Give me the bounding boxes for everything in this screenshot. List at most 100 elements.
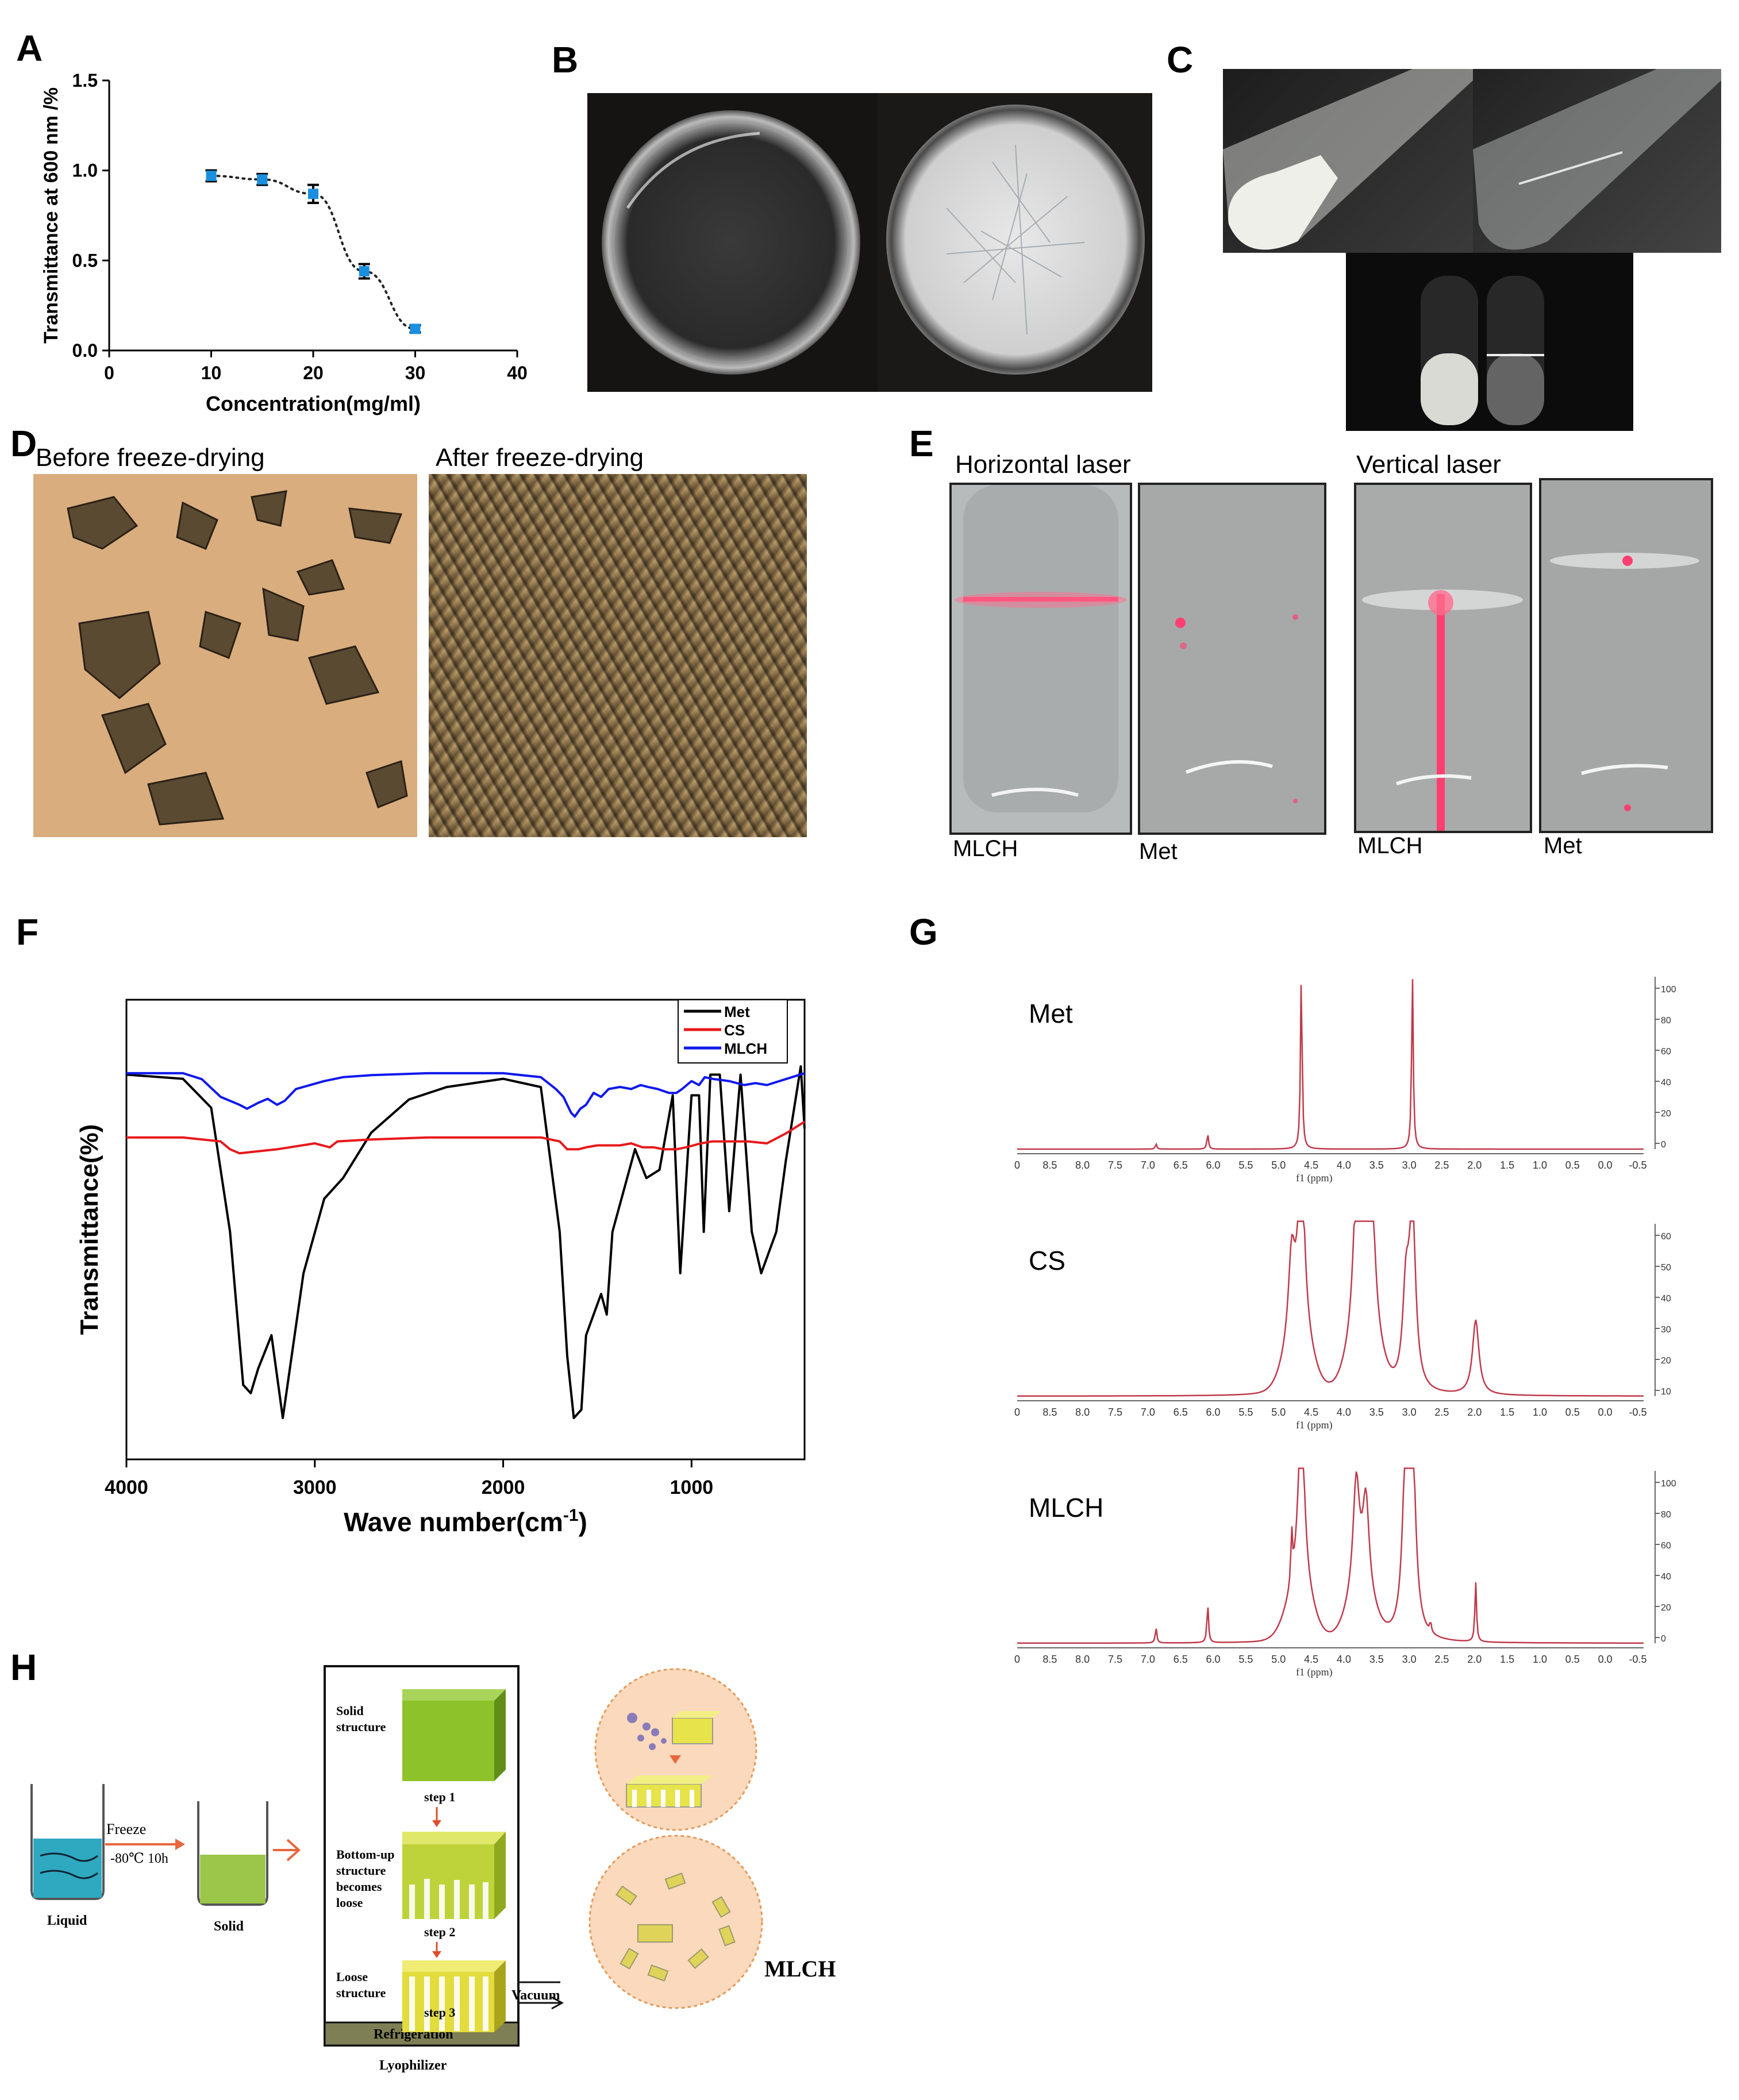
- x-tick-label: 0.0: [1598, 1654, 1613, 1665]
- y-tick-label: 0: [1661, 1140, 1666, 1150]
- before-freeze-drying-label: Before freeze-drying: [36, 444, 265, 472]
- x-tick-label: 5.5: [1238, 1159, 1253, 1171]
- y-tick-label: 40: [1661, 1572, 1671, 1582]
- x-tick-label: 4.0: [1337, 1654, 1351, 1665]
- freeze-arrow-head: [175, 1839, 185, 1850]
- panel-label-d: D: [10, 423, 37, 464]
- x-tick-label: 8.0: [1075, 1407, 1090, 1418]
- y-tick-label: 80: [1661, 1016, 1671, 1026]
- data-point: [257, 174, 268, 185]
- x-tick-label: 6.5: [1174, 1654, 1188, 1665]
- lyophilizer-label: Lyophilizer: [379, 2058, 447, 2073]
- y-tick-label: 20: [1661, 1603, 1671, 1613]
- laser-photo-vertical-met: [1539, 478, 1713, 833]
- x-tick-label: 4.5: [1304, 1654, 1318, 1665]
- tube-label-met-horizontal: Met: [1139, 839, 1178, 864]
- x-tick-label: 2.0: [1467, 1407, 1482, 1418]
- x-tick-label: 0.5: [1565, 1654, 1580, 1665]
- x-tick-label: 30: [405, 363, 426, 383]
- x-tick-label: 7.0: [1141, 1159, 1155, 1171]
- x-axis-label: f1 (ppm): [1296, 1666, 1332, 1678]
- x-tick-label: 1.0: [1533, 1407, 1547, 1418]
- bottom-up-line4: loose: [336, 1895, 363, 1910]
- x-tick-label: 7.5: [1108, 1654, 1122, 1665]
- x-tick-label: 4.5: [1304, 1159, 1318, 1171]
- y-tick-label: 100: [1661, 985, 1676, 995]
- x-tick-label: 5.0: [1271, 1654, 1286, 1665]
- beaker-solid: [197, 1801, 268, 1906]
- spectrum-title-cs: CS: [1029, 1246, 1065, 1276]
- y-tick-label: 60: [1661, 1232, 1671, 1242]
- loose-structure-line1: Loose: [336, 1970, 368, 1984]
- x-tick-label: 2.5: [1434, 1654, 1449, 1665]
- y-tick-label: 10: [1661, 1387, 1671, 1397]
- bottom-up-line3: becomes: [336, 1879, 382, 1894]
- step3-label: step 3: [424, 2005, 455, 2020]
- test-tube-photo-clear: [1473, 69, 1721, 253]
- spectrum-line-cs: [1017, 1220, 1644, 1397]
- y-tick-label: 0: [1661, 1634, 1666, 1644]
- bottom-up-line1: Bottom-up: [336, 1847, 394, 1862]
- step1-label: step 1: [424, 1790, 455, 1804]
- legend-label: CS: [724, 1022, 745, 1039]
- x-tick-label: 1000: [670, 1477, 714, 1498]
- x-tick-label: 1.5: [1500, 1407, 1514, 1418]
- y-tick-label: 1.5: [72, 70, 98, 91]
- laser-photo-horizontal-met: [1138, 483, 1326, 835]
- data-point: [308, 188, 318, 199]
- transmittance-concentration-chart: 0 10 20 30 40 0.0 0.5 1.0 1.5 Concentration(mg/ml…: [40, 70, 528, 415]
- x-axis-label-superscript: -1: [563, 1506, 579, 1525]
- legend-label: Met: [724, 1003, 750, 1020]
- x-tick-label: 3.5: [1369, 1159, 1384, 1171]
- x-tick-label: 1.0: [1533, 1159, 1547, 1171]
- x-tick-label: 0.0: [1598, 1407, 1613, 1418]
- y-tick-label: 1.0: [72, 160, 98, 181]
- panel-label-h: H: [10, 1647, 37, 1688]
- mini-block-top: [672, 1711, 721, 1744]
- x-tick-label: 1.5: [1500, 1159, 1514, 1171]
- x-tick-label: 8.0: [1075, 1159, 1090, 1171]
- y-axis-label: Transmittance(%): [75, 1124, 103, 1335]
- x-tick-label: 10: [201, 363, 222, 383]
- x-tick-label: 4000: [105, 1477, 148, 1498]
- molecule-dots: [627, 1713, 667, 1750]
- mlch-label: MLCH: [764, 1956, 836, 1982]
- x-tick-label: 8.5: [1042, 1407, 1057, 1418]
- x-tick-label: 0.5: [1565, 1159, 1580, 1171]
- step1-arrow-head: [432, 1820, 441, 1827]
- panel-label-f: F: [16, 911, 39, 953]
- x-tick-label: 0: [104, 363, 114, 383]
- petri-dish-photo-liquid: [587, 93, 878, 392]
- x-tick-label: 6.0: [1206, 1159, 1221, 1171]
- x-axis-label: f1 (ppm): [1296, 1172, 1332, 1184]
- x-tick-label: 4.5: [1304, 1407, 1318, 1418]
- y-tick-label: 80: [1661, 1510, 1671, 1520]
- mlch-particles: [615, 1872, 736, 1982]
- x-axis-label: Concentration(mg/ml): [206, 392, 421, 415]
- lyophilization-schematic: Liquid Freeze -80℃ 10h Solid Refrigerati…: [30, 1665, 836, 2073]
- after-freeze-drying-label: After freeze-drying: [436, 444, 644, 472]
- x-tick-label: 3.5: [1369, 1407, 1384, 1418]
- x-tick-label: 4.0: [1337, 1159, 1351, 1171]
- x-tick-label: 7.0: [1141, 1654, 1155, 1665]
- x-tick-label: 6.0: [1206, 1654, 1221, 1665]
- x-tick-label: 6.0: [1206, 1407, 1221, 1418]
- x-tick-label: 40: [507, 363, 528, 383]
- x-tick-label: -0.5: [1629, 1407, 1646, 1418]
- liquid-label: Liquid: [47, 1913, 87, 1928]
- spectrum-line-mlch: [1017, 1467, 1644, 1644]
- data-point: [359, 266, 370, 277]
- data-point: [410, 323, 421, 334]
- x-tick-label: 3.5: [1369, 1654, 1384, 1665]
- x-tick-label: 7.5: [1108, 1159, 1122, 1171]
- x-tick-label: 6.5: [1174, 1407, 1188, 1418]
- y-tick-label: 30: [1661, 1325, 1671, 1335]
- tube-label-mlch-vertical: MLCH: [1357, 833, 1423, 858]
- x-axis-label: Wave number(cm-1): [344, 1506, 587, 1537]
- vertical-laser-label: Vertical laser: [1356, 450, 1501, 479]
- x-tick-label: 2000: [482, 1477, 525, 1498]
- x-tick-label: 2.5: [1434, 1159, 1449, 1171]
- panel-label-e: E: [909, 423, 934, 464]
- plot-frame: [125, 999, 806, 1461]
